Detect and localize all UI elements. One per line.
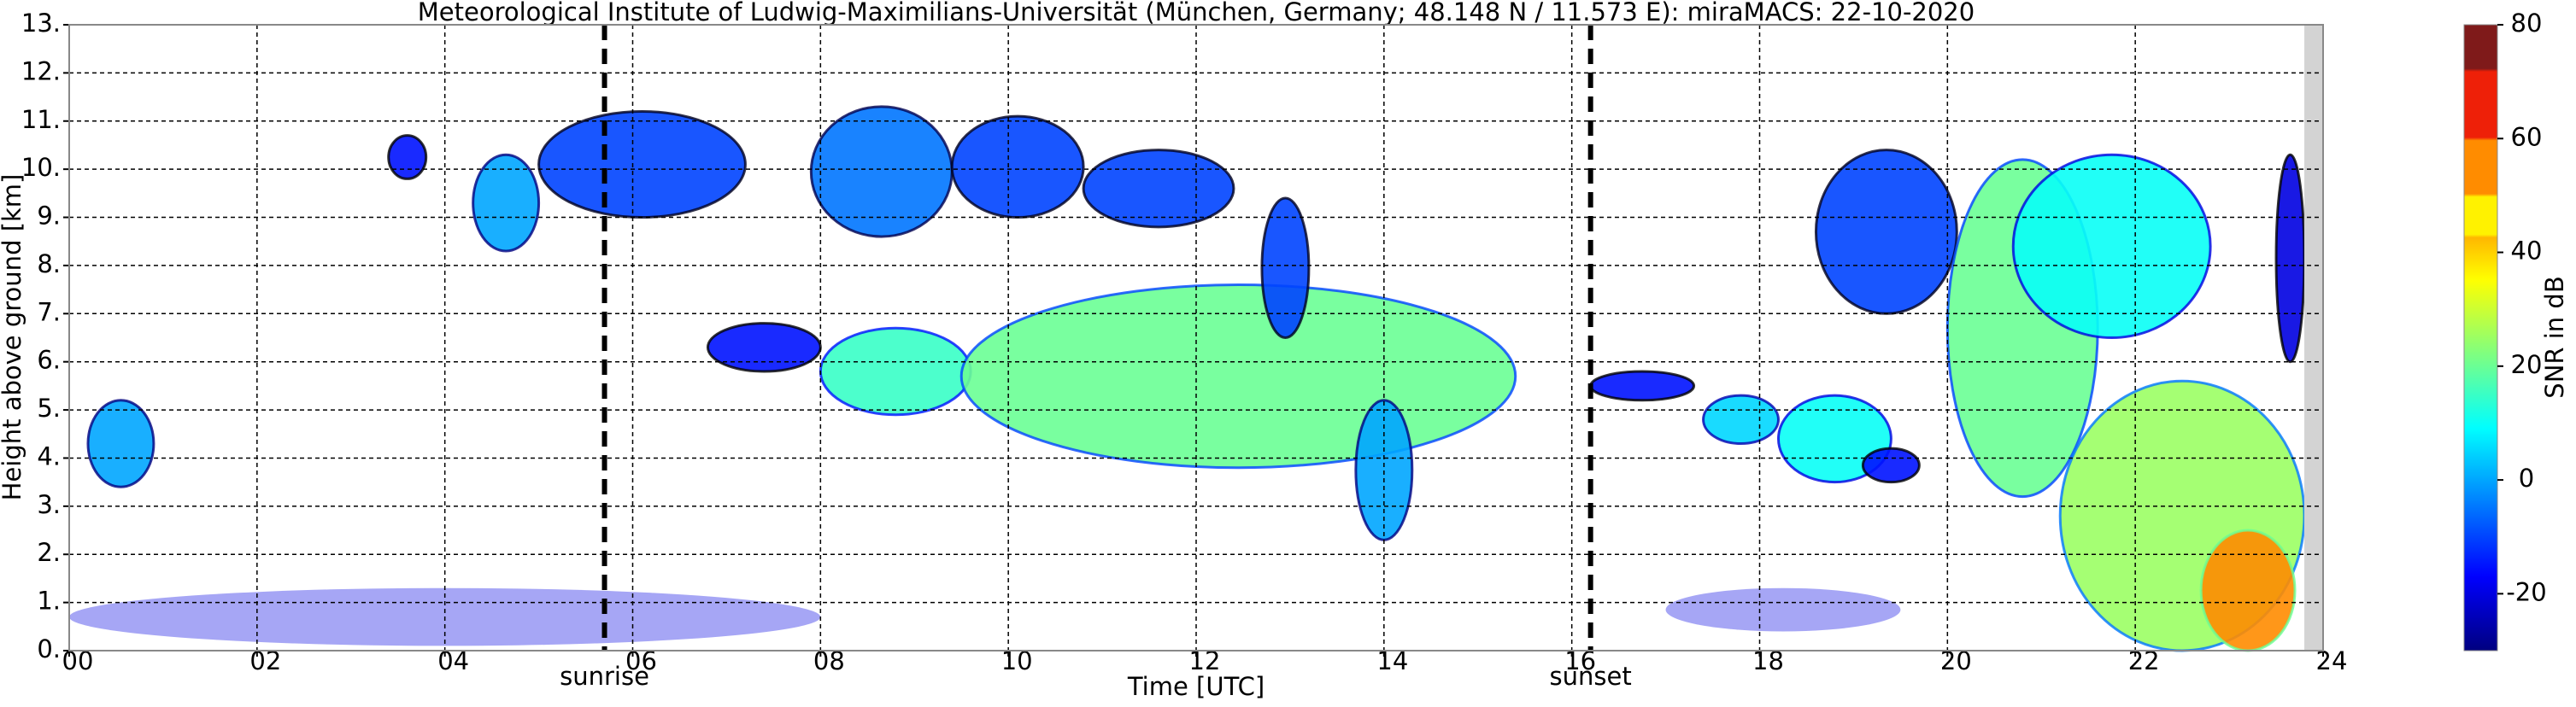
radar-echo bbox=[2011, 153, 2212, 339]
no-data-region bbox=[2304, 25, 2323, 651]
colorbar-tick-label: 20 bbox=[2511, 350, 2543, 379]
y-tick-label: 9. bbox=[37, 202, 61, 231]
sun-event-label: sunset bbox=[1550, 662, 1632, 691]
radar-echo bbox=[1814, 149, 1958, 315]
y-axis-label: Height above ground [km] bbox=[0, 174, 26, 501]
radar-echo bbox=[2199, 529, 2297, 652]
y-tick-label: 10. bbox=[21, 153, 61, 182]
y-tick-label: 4. bbox=[37, 441, 61, 470]
echo-layer bbox=[69, 105, 2306, 652]
radar-echo bbox=[959, 283, 1517, 470]
radar-echo bbox=[706, 322, 822, 373]
colorbar-tick-label: -20 bbox=[2506, 577, 2546, 606]
radar-echo bbox=[537, 109, 747, 219]
colorbar-label: SNR in dB bbox=[2540, 276, 2569, 398]
plot-frame bbox=[68, 24, 2324, 651]
colorbar-tick-label: 40 bbox=[2511, 237, 2543, 266]
radar-echo bbox=[1260, 196, 1311, 339]
y-tick-label: 7. bbox=[37, 297, 61, 326]
y-tick-label: 5. bbox=[37, 394, 61, 423]
colorbar-tick-label: 80 bbox=[2511, 9, 2543, 38]
radar-echo bbox=[819, 326, 972, 417]
y-tick-label: 11. bbox=[21, 105, 61, 134]
radar-echo bbox=[1589, 370, 1696, 402]
y-tick-label: 8. bbox=[37, 249, 61, 278]
chart-title: Meteorological Institute of Ludwig-Maxim… bbox=[418, 0, 1975, 26]
y-tick-label: 13. bbox=[21, 9, 61, 38]
y-tick-label: 0. bbox=[37, 634, 61, 663]
radar-echo bbox=[1861, 447, 1921, 484]
y-tick-label: 1. bbox=[37, 587, 61, 616]
radar-echo bbox=[86, 399, 155, 488]
radar-echo bbox=[1082, 149, 1235, 229]
colorbar bbox=[2463, 24, 2498, 651]
radar-echo bbox=[1665, 587, 1901, 632]
radar-echo bbox=[1702, 394, 1780, 446]
radar-echo bbox=[387, 134, 428, 180]
radar-echo bbox=[2274, 153, 2306, 364]
y-tick-label: 2. bbox=[37, 538, 61, 567]
colorbar-tick-label: 0 bbox=[2519, 464, 2534, 493]
y-tick-label: 12. bbox=[21, 56, 61, 85]
radar-echo bbox=[950, 114, 1085, 219]
sun-event-label: sunrise bbox=[560, 662, 649, 691]
colorbar-tick-label: 60 bbox=[2511, 122, 2543, 151]
y-tick-label: 6. bbox=[37, 346, 61, 375]
x-axis-label: Time [UTC] bbox=[1127, 672, 1265, 701]
y-tick-label: 3. bbox=[37, 490, 61, 519]
radar-echo bbox=[472, 153, 541, 253]
